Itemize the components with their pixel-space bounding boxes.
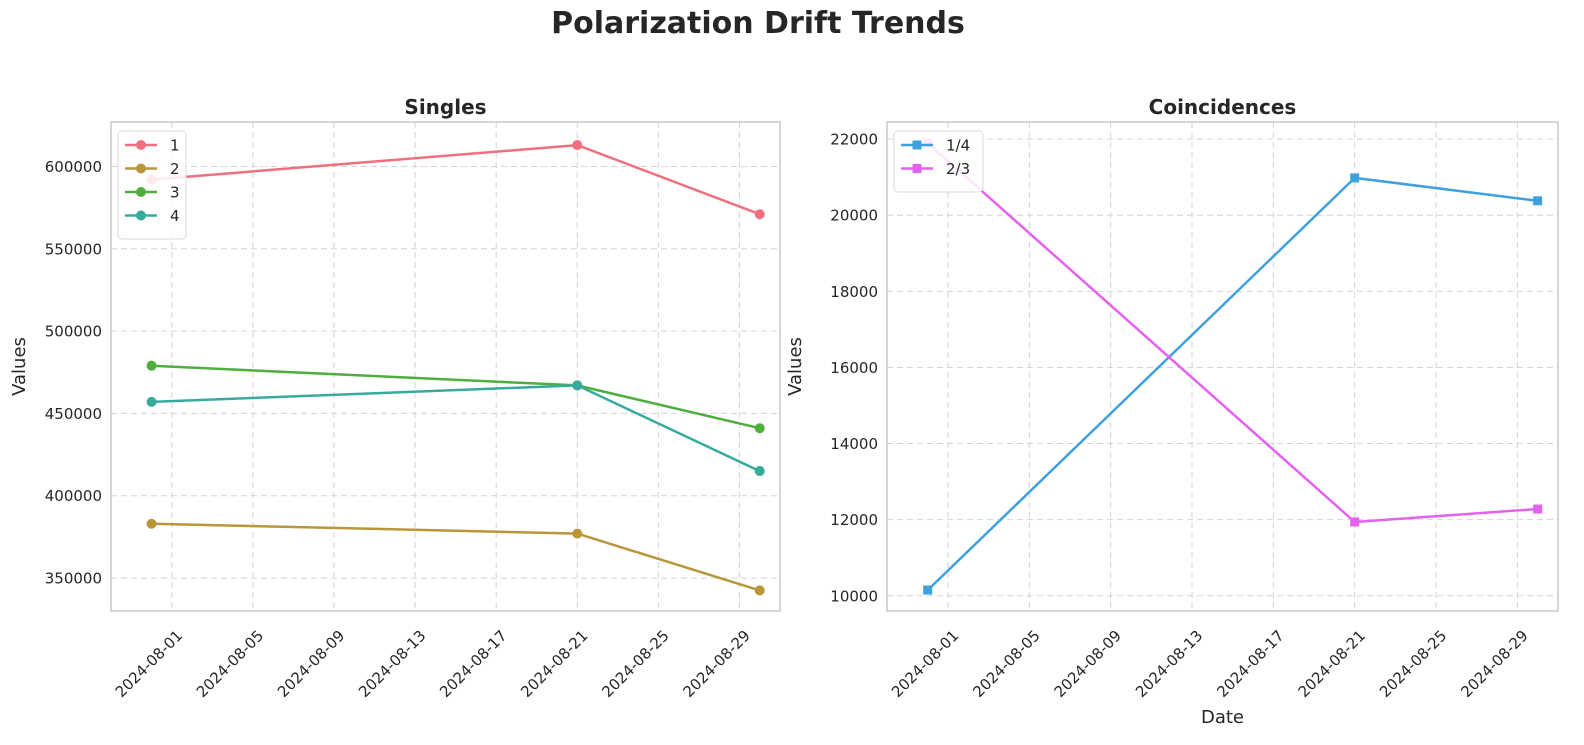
data-point: [754, 585, 765, 596]
legend-entry: 1/4: [901, 137, 970, 155]
x-tick-label: 2024-08-13: [355, 627, 429, 701]
series-2: [146, 518, 765, 596]
grid: [887, 122, 1558, 611]
data-point: [146, 518, 157, 529]
data-point: [1350, 517, 1360, 527]
y-tick-label: 400000: [45, 487, 102, 505]
legend-label: 2: [170, 160, 180, 178]
legend-entry: 2/3: [901, 160, 970, 178]
legend-marker: [136, 140, 146, 150]
chart-title: Singles: [404, 95, 486, 119]
legend-label: 2/3: [946, 160, 970, 178]
legend-marker: [136, 210, 146, 221]
x-tick-label: 2024-08-01: [112, 627, 186, 701]
figure-suptitle: Polarization Drift Trends: [551, 6, 965, 41]
plot-area: [111, 122, 780, 611]
y-tick-label: 14000: [830, 435, 878, 453]
legend-label: 1/4: [946, 137, 970, 155]
x-tick-label: 2024-08-09: [274, 627, 348, 701]
x-tick-label: 2024-08-29: [679, 627, 753, 701]
data-point: [146, 360, 157, 371]
chart-title: Coincidences: [1149, 95, 1297, 119]
x-tick-label: 2024-08-01: [888, 627, 962, 701]
x-tick-label: 2024-08-17: [1213, 627, 1287, 701]
legend-marker: [912, 164, 922, 173]
axes-frame: [886, 121, 1559, 612]
y-tick-label: 16000: [830, 359, 878, 377]
legend-entry: 1: [125, 137, 180, 155]
panel-singles: 2024-08-01 2024-08-05 2024-08-09 2024-08-13…: [9, 95, 781, 701]
x-tick-label: 2024-08-25: [598, 627, 672, 701]
y-tick-label: 600000: [45, 158, 102, 176]
data-point: [146, 396, 157, 407]
data-point: [754, 466, 765, 477]
data-point: [754, 209, 765, 220]
y-tick-label: 18000: [830, 283, 878, 301]
data-point: [572, 380, 583, 391]
y-tick-label: 500000: [45, 323, 102, 341]
axes-frame: [110, 121, 781, 612]
y-tick-label: 10000: [830, 587, 878, 605]
x-axis-label: Date: [1201, 707, 1244, 728]
legend: 1 2 3 4: [117, 130, 187, 240]
data-point: [1350, 173, 1360, 183]
data-point: [572, 140, 583, 151]
x-tick-label: 2024-08-13: [1132, 627, 1206, 701]
legend-box: [117, 130, 187, 240]
legend: 1/42/3: [893, 130, 984, 193]
x-tick-label: 2024-08-05: [969, 627, 1043, 701]
legend-label: 1: [170, 137, 180, 155]
legend-marker: [912, 140, 922, 150]
y-tick-label: 550000: [45, 240, 102, 258]
legend-label: 3: [170, 184, 180, 202]
data-point: [754, 423, 765, 434]
y-axis-label: Values: [785, 337, 806, 396]
panel-coincidences: 2024-08-01 2024-08-05 2024-08-09 2024-08-13…: [785, 95, 1559, 728]
x-tick-label: 2024-08-25: [1376, 627, 1450, 701]
y-tick-label: 12000: [830, 511, 878, 529]
x-tick-label: 2024-08-21: [517, 627, 591, 701]
legend-marker: [136, 163, 146, 174]
grid: [111, 122, 780, 611]
series-1-4: [923, 173, 1543, 595]
x-tick-label: 2024-08-05: [193, 627, 267, 701]
y-tick-label: 450000: [45, 405, 102, 423]
y-tick-label: 350000: [45, 570, 102, 588]
y-tick-label: 22000: [830, 131, 878, 149]
data-point: [1533, 196, 1543, 206]
x-tick-label: 2024-08-29: [1457, 627, 1531, 701]
data-point: [1533, 504, 1543, 514]
legend-entry: 4: [125, 207, 180, 225]
series-4: [146, 380, 765, 477]
x-tick-label: 2024-08-17: [436, 627, 510, 701]
data-point: [923, 585, 933, 595]
legend-marker: [136, 187, 146, 197]
legend-label: 4: [170, 207, 180, 225]
legend-entry: 3: [125, 184, 180, 202]
x-tick-label: 2024-08-09: [1051, 627, 1125, 701]
y-axis-label: Values: [9, 337, 30, 396]
x-tick-label: 2024-08-21: [1295, 627, 1369, 701]
legend-entry: 2: [125, 160, 180, 178]
y-tick-label: 20000: [830, 207, 878, 225]
data-point: [572, 528, 583, 539]
plot-area: [887, 122, 1558, 611]
